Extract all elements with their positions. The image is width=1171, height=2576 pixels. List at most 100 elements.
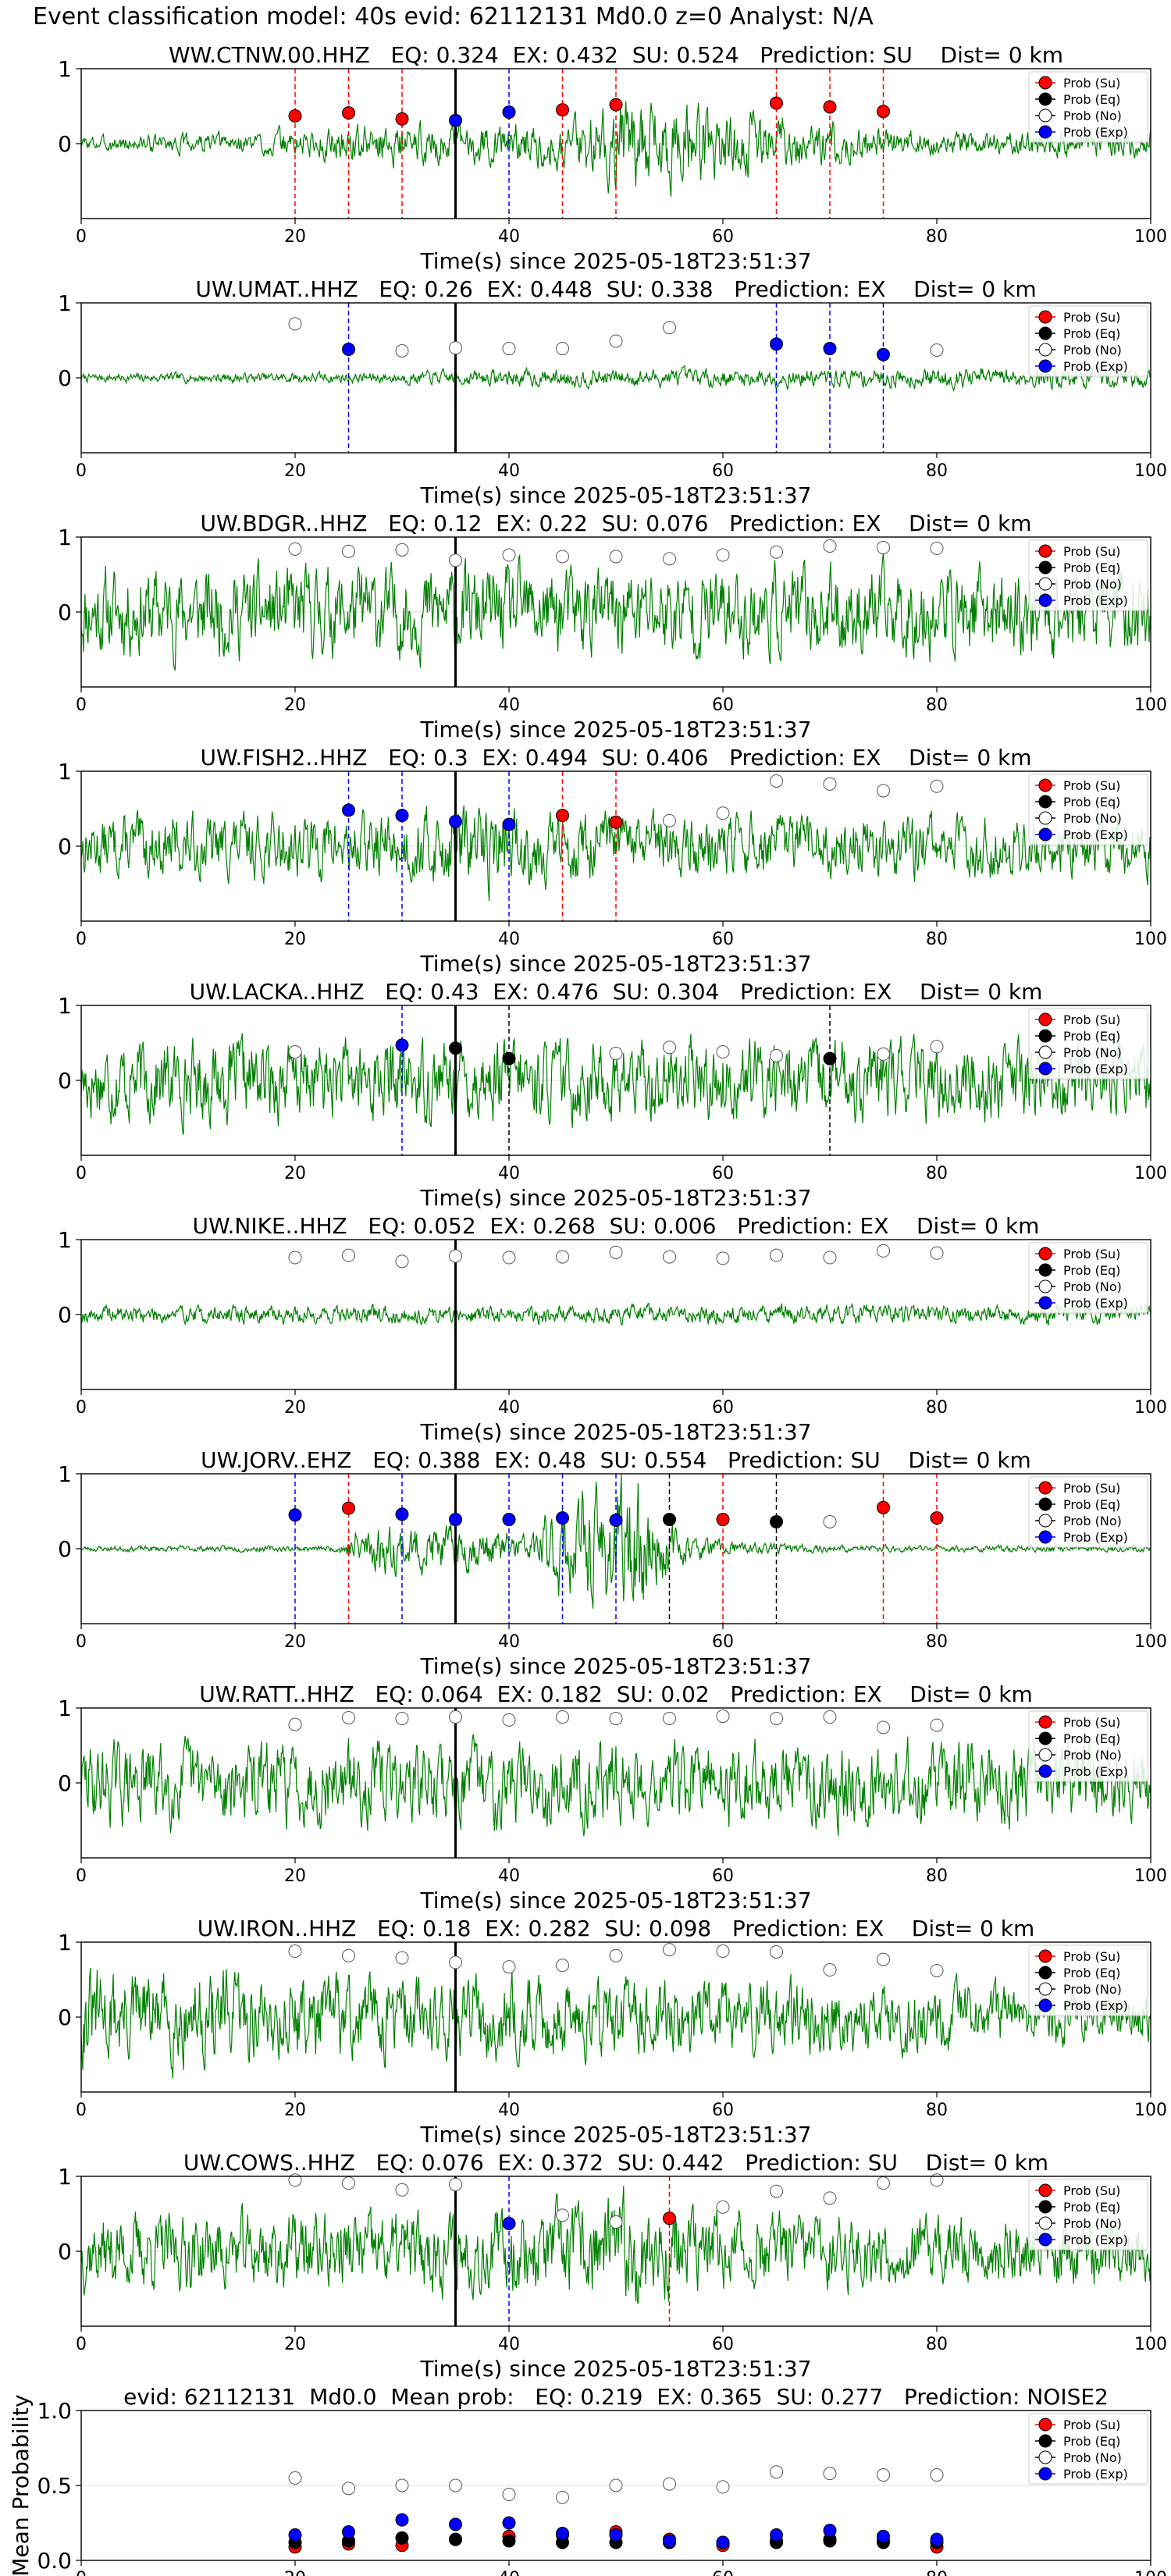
x-tick-label: 60 xyxy=(712,461,734,481)
prob-point-no xyxy=(823,539,837,553)
prob-point-su xyxy=(609,815,623,829)
legend-marker-exp xyxy=(1038,1764,1052,1778)
prob-point-exp xyxy=(395,809,409,823)
mean-point-no xyxy=(556,2490,569,2504)
prob-point-no xyxy=(449,1249,462,1263)
legend-label-su: Prob (Su) xyxy=(1063,1247,1120,1261)
y-tick-label: 0 xyxy=(58,834,72,859)
chart-panel-4: UW.FISH2..HHZ EQ: 0.3 EX: 0.494 SU: 0.40… xyxy=(58,745,1167,977)
legend-label-su: Prob (Su) xyxy=(1063,310,1120,325)
prob-point-exp xyxy=(502,105,516,119)
x-axis-label: Time(s) since 2025-05-18T23:51:37 xyxy=(419,1185,811,1211)
legend-marker-eq xyxy=(1038,1263,1052,1277)
mean-point-exp xyxy=(342,2525,355,2539)
x-tick-label: 20 xyxy=(284,461,306,481)
mean-point-no xyxy=(288,2471,302,2485)
x-tick-label: 80 xyxy=(926,461,948,481)
legend-label-su: Prob (Su) xyxy=(1063,2183,1120,2198)
mean-point-exp xyxy=(716,2535,730,2549)
chart-title: UW.JORV..EHZ EQ: 0.388 EX: 0.48 SU: 0.55… xyxy=(201,1447,1031,1473)
waveform-trace xyxy=(81,1968,1151,2079)
legend-box xyxy=(1028,1476,1148,1548)
x-tick-label: 60 xyxy=(712,1164,734,1183)
legend-label-eq: Prob (Eq) xyxy=(1063,1966,1120,1980)
waveform-trace xyxy=(81,805,1151,902)
legend-label-su: Prob (Su) xyxy=(1063,1012,1120,1027)
y-tick-label: 0 xyxy=(58,365,72,391)
prob-point-no xyxy=(716,1710,730,1724)
axes-frame xyxy=(80,1239,1151,1390)
x-tick-label: 60 xyxy=(712,1398,734,1418)
y-tick-label: 1 xyxy=(58,56,72,82)
legend-marker-no xyxy=(1038,1045,1052,1059)
x-tick-label: 80 xyxy=(926,696,948,715)
prob-point-no xyxy=(342,1248,355,1262)
x-tick-label: 60 xyxy=(712,2335,734,2354)
mean-point-exp xyxy=(663,2534,676,2548)
chart-title: UW.FISH2..HHZ EQ: 0.3 EX: 0.494 SU: 0.40… xyxy=(200,745,1031,770)
legend-marker-exp xyxy=(1038,1998,1052,2012)
legend-box xyxy=(1028,1710,1148,1782)
x-tick-label: 0 xyxy=(76,696,87,715)
mean-point-eq xyxy=(502,2534,516,2548)
y-tick-label: 1 xyxy=(58,1227,72,1253)
legend-marker-no xyxy=(1038,811,1052,825)
legend-label-su: Prob (Su) xyxy=(1063,76,1120,91)
legend-label-exp: Prob (Exp) xyxy=(1063,2467,1128,2482)
x-tick-label: 40 xyxy=(498,1866,520,1886)
legend-marker-eq xyxy=(1038,2434,1052,2448)
legend-marker-exp xyxy=(1038,1296,1052,1310)
legend-label-exp: Prob (Exp) xyxy=(1063,125,1128,140)
prob-point-no xyxy=(770,1248,783,1262)
prob-point-exp xyxy=(502,2216,516,2230)
axes-frame xyxy=(80,2410,1151,2561)
x-tick-label: 80 xyxy=(926,1398,948,1418)
prob-point-no xyxy=(930,1963,944,1977)
prob-point-no xyxy=(342,2176,355,2190)
legend-marker-exp xyxy=(1038,827,1052,841)
x-axis-label: Time(s) since 2025-05-18T23:51:37 xyxy=(419,248,811,274)
legend-label-exp: Prob (Exp) xyxy=(1063,1998,1128,2013)
legend-marker-no xyxy=(1038,1982,1052,1996)
prob-point-no xyxy=(663,1041,676,1055)
axes-frame xyxy=(80,1707,1151,1859)
prob-point-no xyxy=(823,777,837,791)
prob-point-no xyxy=(502,1960,516,1974)
legend-marker-su xyxy=(1038,544,1052,558)
legend-label-exp: Prob (Exp) xyxy=(1063,1764,1128,1779)
y-tick-label: 1 xyxy=(58,1695,72,1721)
x-tick-label: 40 xyxy=(498,1398,520,1418)
legend-marker-su xyxy=(1038,1949,1052,1963)
prob-point-eq xyxy=(502,1051,516,1066)
prob-point-no xyxy=(663,813,676,827)
prob-point-no xyxy=(395,543,409,557)
prob-point-exp xyxy=(342,343,355,357)
prob-point-su xyxy=(663,2211,676,2226)
legend-label-su: Prob (Su) xyxy=(1063,2418,1120,2432)
y-tick-label: 0 xyxy=(58,600,72,625)
y-tick-label: 0 xyxy=(58,2239,72,2265)
x-tick-label: 60 xyxy=(712,930,734,949)
mean-point-no xyxy=(877,2468,890,2482)
legend-marker-no xyxy=(1038,2216,1052,2230)
legend-label-exp: Prob (Exp) xyxy=(1063,827,1128,842)
legend-box xyxy=(1028,305,1148,377)
y-tick-label: 0.5 xyxy=(37,2473,72,2499)
legend-label-exp: Prob (Exp) xyxy=(1063,1296,1128,1311)
prob-point-no xyxy=(609,1711,623,1725)
x-tick-label: 0 xyxy=(76,2101,87,2120)
prob-point-exp xyxy=(288,1508,302,1522)
prob-point-exp xyxy=(770,337,783,351)
x-tick-label: 80 xyxy=(926,1866,948,1886)
x-tick-label: 0 xyxy=(76,1398,87,1418)
legend-marker-su xyxy=(1038,1715,1052,1729)
mean-point-no xyxy=(823,2467,837,2481)
mean-point-exp xyxy=(288,2528,302,2542)
x-tick-label: 20 xyxy=(284,2335,306,2354)
x-axis-label: Time(s) since 2025-05-18T23:51:37 xyxy=(419,1419,811,1445)
y-tick-label: 1 xyxy=(58,525,72,550)
prob-point-no xyxy=(502,548,516,562)
legend-marker-exp xyxy=(1038,593,1052,607)
prob-point-no xyxy=(663,552,676,566)
